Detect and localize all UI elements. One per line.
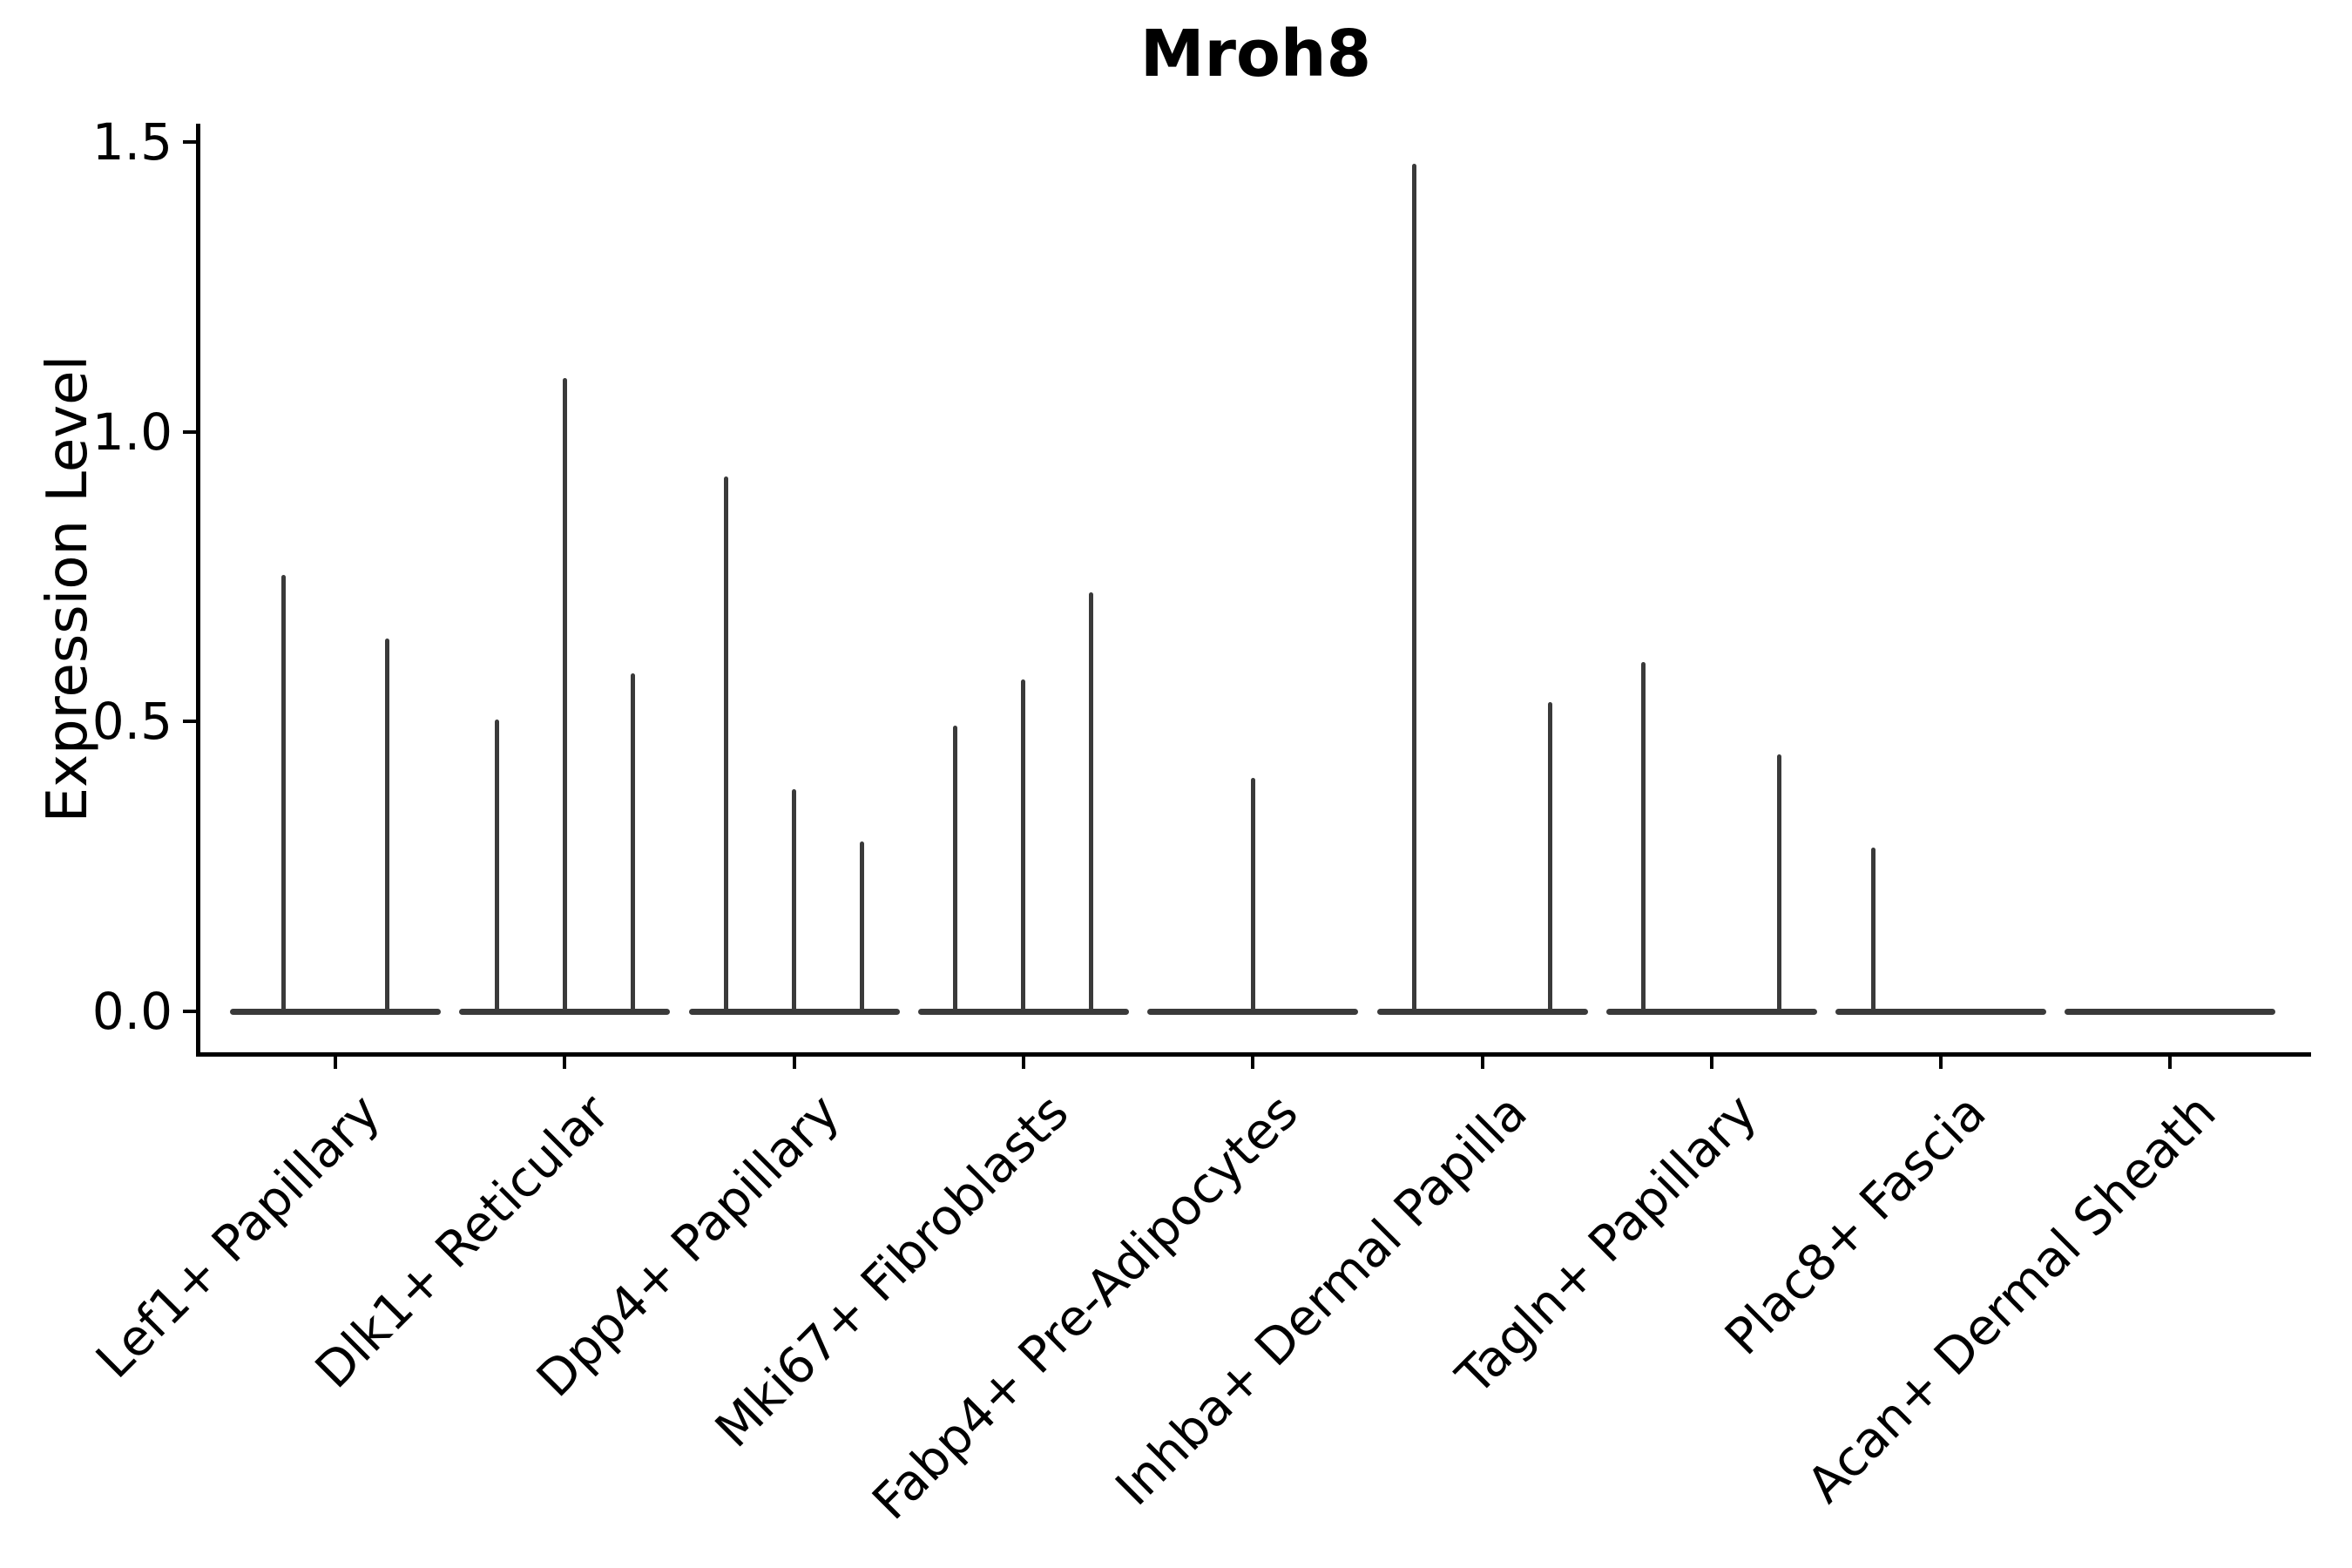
x-tick <box>792 1054 796 1069</box>
y-tick <box>183 720 198 724</box>
x-tick <box>1709 1054 1713 1069</box>
violin-spike <box>724 476 729 1014</box>
violin-spike <box>792 789 797 1014</box>
violin-baseline <box>230 1008 441 1015</box>
x-tick <box>1480 1054 1484 1069</box>
violin-spike <box>562 377 567 1014</box>
violin-baseline <box>1605 1008 1817 1015</box>
x-tick <box>1939 1054 1943 1069</box>
violin-spike <box>281 575 287 1014</box>
x-tick-label: Acan+ Dermal Sheath <box>1795 1083 2227 1515</box>
violin-spike <box>860 841 865 1014</box>
y-tick-label: 0.0 <box>91 982 172 1041</box>
y-tick <box>183 140 198 145</box>
x-tick <box>1251 1054 1255 1069</box>
y-tick <box>183 429 198 434</box>
violin-spike <box>384 639 389 1014</box>
chart-title: Mroh8 <box>1139 17 1372 91</box>
violin-baseline <box>1835 1008 2047 1015</box>
x-tick <box>334 1054 337 1069</box>
violin-spike <box>1641 661 1646 1014</box>
violin-spike <box>1777 754 1782 1014</box>
violin-spike <box>1021 679 1026 1014</box>
violin-spike <box>1548 702 1553 1014</box>
y-tick-label: 1.5 <box>91 112 172 172</box>
violin-spike <box>953 726 958 1014</box>
violin-spike <box>630 673 635 1014</box>
violin-spike <box>494 720 499 1014</box>
x-tick <box>563 1054 567 1069</box>
x-tick-label: Fabp4+ Pre-Adipocytes <box>862 1083 1309 1531</box>
x-tick <box>1021 1054 1025 1069</box>
y-axis-spine <box>196 124 200 1056</box>
y-tick-label: 1.0 <box>91 402 172 462</box>
violin-spike <box>1870 847 1876 1014</box>
violin-baseline <box>1376 1008 1588 1015</box>
y-tick <box>183 1010 198 1013</box>
x-tick-label: Inhba+ Dermal Papilla <box>1105 1083 1539 1517</box>
y-tick-label: 0.5 <box>91 692 172 752</box>
violin-spike <box>1250 777 1255 1014</box>
violin-spike <box>1089 591 1094 1014</box>
violin-baseline <box>2065 1008 2276 1015</box>
x-tick <box>2168 1054 2173 1069</box>
violin-spike <box>1411 163 1416 1014</box>
